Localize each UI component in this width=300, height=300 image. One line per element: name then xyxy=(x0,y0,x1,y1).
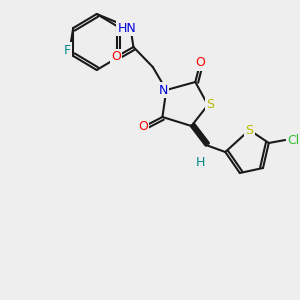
Text: H: H xyxy=(196,155,205,169)
Text: F: F xyxy=(64,44,71,56)
Text: S: S xyxy=(206,98,214,112)
Text: S: S xyxy=(245,124,253,136)
Text: O: O xyxy=(111,50,121,64)
Text: O: O xyxy=(195,56,205,70)
Text: N: N xyxy=(159,83,168,97)
Text: HN: HN xyxy=(117,22,136,34)
Text: O: O xyxy=(138,121,148,134)
Text: Cl: Cl xyxy=(287,134,299,146)
